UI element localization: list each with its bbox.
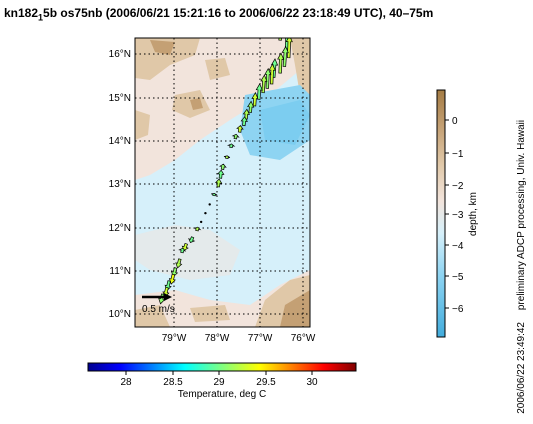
velocity-arrow	[193, 226, 202, 232]
velocity-arrow	[188, 236, 196, 243]
velocity-arrow	[251, 91, 259, 107]
figure-title: kn18215b os75nb (2006/06/21 15:21:16 to …	[4, 6, 433, 22]
track-point	[199, 220, 203, 224]
map-frame	[134, 37, 311, 328]
velocity-arrow	[181, 242, 189, 251]
lat-labels: 16°N 15°N 14°N 13°N 12°N 11°N 10°N	[109, 49, 131, 320]
lat-tick-label: 16°N	[109, 49, 131, 60]
velocity-arrow	[268, 63, 276, 85]
velocity-vectors	[158, 38, 293, 305]
lon-labels: 79°W 78°W 77°W 76°W	[162, 333, 316, 344]
velocity-arrow	[223, 155, 231, 159]
title-suffix: 5b os75nb (2006/06/21 15:21:16 to 2006/0…	[43, 6, 434, 20]
depth-tick-label: −2	[452, 181, 464, 192]
title-subscript: 1	[38, 12, 44, 23]
depth-colorbar-label: depth, km	[468, 192, 479, 236]
depth-tick-label: −3	[452, 210, 464, 221]
lon-tick-label: 79°W	[162, 333, 187, 344]
track-point	[208, 203, 211, 206]
velocity-arrow	[178, 247, 187, 254]
velocity-arrow	[281, 45, 289, 67]
processing-note: preliminary ADCP processing, Univ. Hawai…	[516, 120, 527, 310]
velocity-arrow	[278, 38, 282, 41]
temperature-colorbar: 28 28.5 29 29.5 30 Temperature, deg C	[87, 362, 357, 400]
velocity-arrow	[175, 258, 183, 269]
velocity-arrow	[236, 124, 244, 133]
lat-tick-label: 15°N	[109, 93, 131, 104]
depth-tick-label: −5	[452, 272, 464, 283]
temp-tick-label: 28.5	[163, 377, 183, 388]
velocity-arrow	[231, 133, 240, 140]
velocity-arrow	[226, 143, 236, 148]
timestamp-note: 2006/06/22 23:49:42	[516, 322, 527, 414]
lat-tick-label: 11°N	[109, 266, 131, 277]
lat-tick-label: 14°N	[109, 136, 131, 147]
temp-tick-label: 30	[306, 377, 318, 388]
velocity-arrow	[260, 74, 268, 94]
lat-tick-label: 10°N	[109, 309, 131, 320]
lat-tick-label: 13°N	[109, 179, 131, 190]
velocity-arrow	[211, 193, 218, 197]
title-prefix: kn182	[4, 6, 39, 20]
lon-tick-label: 78°W	[205, 333, 230, 344]
velocity-arrow	[214, 178, 223, 188]
velocity-arrow	[264, 67, 272, 89]
depth-tick-label: −1	[452, 149, 464, 160]
depth-tick-label: −6	[452, 304, 464, 315]
lon-tick-label: 76°W	[291, 333, 316, 344]
velocity-arrow	[247, 100, 255, 113]
temperature-colorbar-label: Temperature, deg C	[178, 389, 266, 400]
scale-label: 0.5 m/s	[142, 304, 175, 315]
track-point	[204, 211, 207, 215]
scale-arrow	[142, 293, 172, 301]
lon-tick-label: 77°W	[248, 333, 273, 344]
velocity-arrow	[217, 169, 225, 179]
velocity-arrow	[240, 116, 248, 127]
map-panel: 0.5 m/s 16°N 15°N 14°N 13°N 12°N 11°N 10…	[109, 37, 316, 344]
temp-tick-label: 29.5	[256, 377, 276, 388]
bathymetry: 0.5 m/s	[135, 38, 310, 327]
velocity-arrow	[277, 52, 285, 74]
lat-tick-label: 12°N	[109, 223, 131, 234]
depth-colorbar: 0 −1 −2 −3 −4 −5 −6 depth, km	[436, 89, 479, 338]
depth-tick-label: −4	[452, 241, 464, 252]
velocity-arrow	[168, 273, 176, 285]
temp-tick-label: 28	[120, 377, 132, 388]
depth-tick-label: 0	[452, 116, 458, 127]
velocity-arrow	[219, 163, 227, 171]
temp-tick-label: 29	[213, 377, 225, 388]
